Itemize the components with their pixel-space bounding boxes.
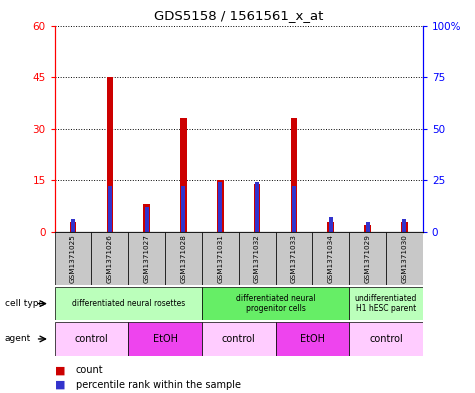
Bar (181, 186, 185, 232)
Text: agent: agent (5, 334, 31, 343)
Bar (218, 182, 222, 232)
Text: GSM1371032: GSM1371032 (254, 234, 260, 283)
Text: GSM1371030: GSM1371030 (401, 234, 408, 283)
Bar (108, 186, 112, 232)
Text: differentiated neural
progenitor cells: differentiated neural progenitor cells (236, 294, 315, 313)
Bar (202, 232, 238, 285)
Bar (327, 222, 334, 232)
Bar (292, 186, 296, 232)
Bar (70, 222, 76, 232)
Bar (349, 322, 423, 356)
Text: control: control (222, 334, 256, 344)
Text: EtOH: EtOH (152, 334, 178, 344)
Bar (145, 207, 149, 232)
Bar (143, 204, 150, 232)
Bar (202, 287, 349, 320)
Bar (165, 232, 202, 285)
Text: ■: ■ (55, 365, 65, 375)
Text: control: control (75, 334, 108, 344)
Text: EtOH: EtOH (300, 334, 325, 344)
Bar (313, 232, 349, 285)
Title: GDS5158 / 1561561_x_at: GDS5158 / 1561561_x_at (154, 9, 323, 22)
Text: GSM1371026: GSM1371026 (107, 234, 113, 283)
Bar (364, 225, 371, 232)
Bar (386, 232, 423, 285)
Bar (402, 219, 406, 232)
Bar (238, 232, 276, 285)
Text: GSM1371027: GSM1371027 (143, 234, 150, 283)
Bar (91, 232, 128, 285)
Bar (180, 118, 187, 232)
Bar (128, 322, 202, 356)
Text: ■: ■ (55, 380, 65, 390)
Bar (55, 232, 91, 285)
Bar (401, 222, 408, 232)
Text: control: control (369, 334, 403, 344)
Bar (254, 184, 260, 232)
Bar (202, 322, 276, 356)
Bar (276, 322, 349, 356)
Bar (255, 182, 259, 232)
Bar (55, 322, 128, 356)
Bar (55, 287, 202, 320)
Text: GSM1371031: GSM1371031 (217, 234, 223, 283)
Bar (349, 232, 386, 285)
Text: cell type: cell type (5, 299, 44, 308)
Bar (128, 232, 165, 285)
Bar (366, 222, 370, 232)
Bar (217, 180, 224, 232)
Text: percentile rank within the sample: percentile rank within the sample (76, 380, 241, 390)
Bar (349, 287, 423, 320)
Text: differentiated neural rosettes: differentiated neural rosettes (72, 299, 185, 308)
Bar (291, 118, 297, 232)
Text: GSM1371033: GSM1371033 (291, 234, 297, 283)
Text: GSM1371028: GSM1371028 (180, 234, 187, 283)
Bar (329, 217, 332, 232)
Text: GSM1371029: GSM1371029 (364, 234, 370, 283)
Text: undifferentiated
H1 hESC parent: undifferentiated H1 hESC parent (355, 294, 417, 313)
Text: GSM1371025: GSM1371025 (70, 234, 76, 283)
Text: count: count (76, 365, 104, 375)
Bar (276, 232, 313, 285)
Text: GSM1371034: GSM1371034 (328, 234, 334, 283)
Bar (106, 77, 113, 232)
Bar (71, 219, 75, 232)
